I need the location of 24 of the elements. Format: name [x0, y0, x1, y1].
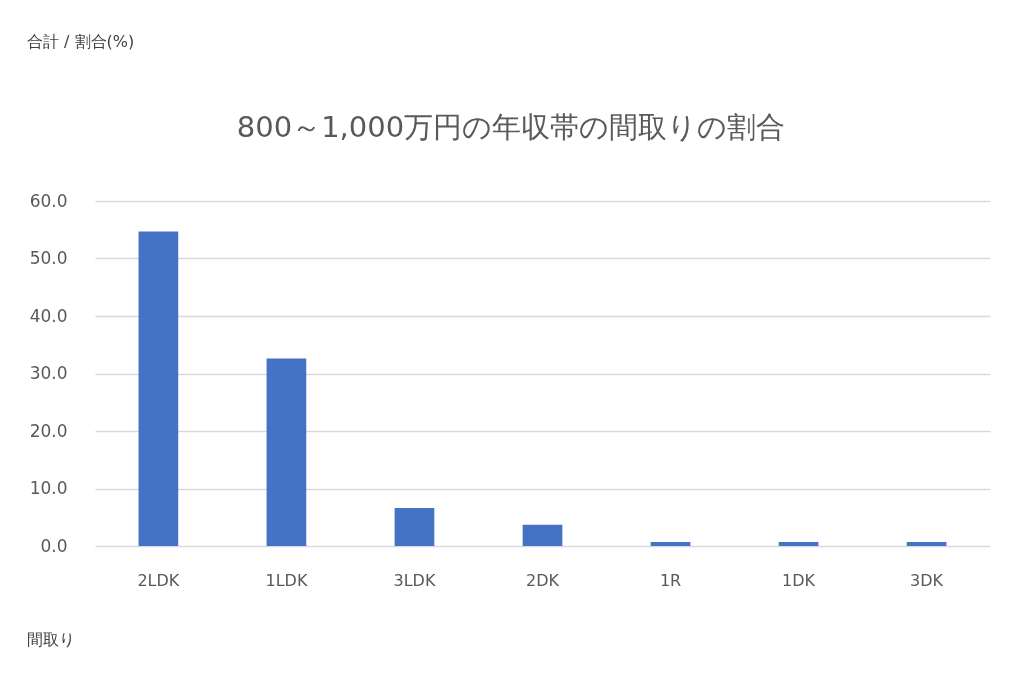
x-tick-label: 2LDK: [137, 570, 180, 590]
y-tick-label: 0.0: [40, 535, 68, 556]
bar: [778, 541, 819, 546]
bar: [394, 508, 435, 546]
text: 合計 / 割合(%): [27, 32, 135, 51]
bar: [138, 231, 179, 546]
bar: [906, 541, 947, 546]
x-tick-label: 1R: [659, 570, 682, 590]
y-tick-label: 20.0: [29, 420, 68, 441]
bar: [650, 541, 691, 546]
x-tick-label: 3DK: [910, 570, 944, 590]
y-tick-label: 10.0: [29, 478, 68, 498]
y-tick-label: 40.0: [29, 305, 68, 326]
chart-title: 800～1,000万円の年収帯の間取りの割合: [236, 110, 786, 144]
x-tick-label: 1LDK: [265, 570, 308, 590]
x-tick-label: 1DK: [782, 570, 816, 590]
bar: [266, 358, 307, 546]
x-tick-label: 3LDK: [393, 570, 436, 590]
x-tick-label: 2DK: [526, 570, 560, 590]
y-tick-label: 60.0: [29, 190, 68, 211]
y-tick-label: 50.0: [29, 248, 68, 268]
bar: [522, 524, 563, 546]
text: 間取り: [27, 630, 75, 649]
y-tick-label: 30.0: [29, 363, 68, 383]
